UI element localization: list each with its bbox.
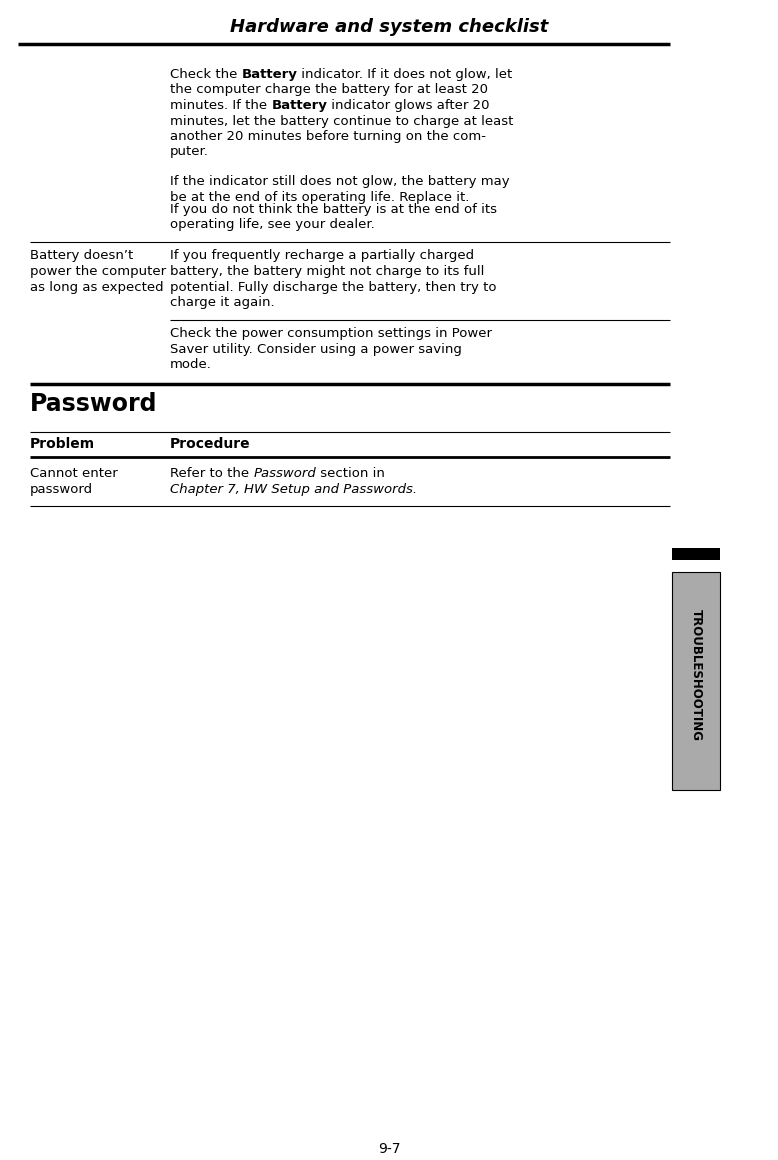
Text: Battery: Battery <box>272 99 328 113</box>
Text: charge it again.: charge it again. <box>170 296 275 309</box>
Text: section in: section in <box>316 467 385 480</box>
Text: password: password <box>30 483 93 495</box>
Text: TROUBLESHOOTING: TROUBLESHOOTING <box>689 609 703 741</box>
Text: Saver utility. Consider using a power saving: Saver utility. Consider using a power sa… <box>170 343 462 356</box>
Text: be at the end of its operating life. Replace it.: be at the end of its operating life. Rep… <box>170 190 469 203</box>
Text: as long as expected: as long as expected <box>30 281 163 293</box>
Text: If you frequently recharge a partially charged: If you frequently recharge a partially c… <box>170 249 474 262</box>
Text: Check the: Check the <box>170 68 242 81</box>
Text: potential. Fully discharge the battery, then try to: potential. Fully discharge the battery, … <box>170 281 496 293</box>
Text: the computer charge the battery for at least 20: the computer charge the battery for at l… <box>170 84 488 96</box>
Text: indicator glows after 20: indicator glows after 20 <box>328 99 489 113</box>
Text: 9-7: 9-7 <box>378 1141 400 1157</box>
Text: power the computer: power the computer <box>30 264 166 278</box>
Text: Check the power consumption settings in Power: Check the power consumption settings in … <box>170 327 492 341</box>
Text: Battery doesn’t: Battery doesn’t <box>30 249 133 262</box>
Text: If the indicator still does not glow, the battery may: If the indicator still does not glow, th… <box>170 175 510 188</box>
Text: Password: Password <box>30 392 157 416</box>
Text: another 20 minutes before turning on the com-: another 20 minutes before turning on the… <box>170 130 486 143</box>
Text: minutes. If the: minutes. If the <box>170 99 272 113</box>
Text: Procedure: Procedure <box>170 437 251 451</box>
Text: If you do not think the battery is at the end of its: If you do not think the battery is at th… <box>170 203 497 216</box>
Bar <box>672 548 720 560</box>
Text: Cannot enter: Cannot enter <box>30 467 117 480</box>
Text: HW Setup and Passwords.: HW Setup and Passwords. <box>244 483 417 495</box>
Text: Password: Password <box>254 467 316 480</box>
Text: Problem: Problem <box>30 437 95 451</box>
Text: Battery: Battery <box>242 68 297 81</box>
Text: indicator. If it does not glow, let: indicator. If it does not glow, let <box>297 68 513 81</box>
Text: minutes, let the battery continue to charge at least: minutes, let the battery continue to cha… <box>170 115 513 128</box>
Text: battery, the battery might not charge to its full: battery, the battery might not charge to… <box>170 264 485 278</box>
Text: operating life, see your dealer.: operating life, see your dealer. <box>170 218 375 231</box>
Bar <box>672 572 720 790</box>
Text: mode.: mode. <box>170 358 212 371</box>
Text: Hardware and system checklist: Hardware and system checklist <box>230 19 548 36</box>
Text: Refer to the: Refer to the <box>170 467 254 480</box>
Text: puter.: puter. <box>170 145 209 159</box>
Text: Chapter 7,: Chapter 7, <box>170 483 244 495</box>
